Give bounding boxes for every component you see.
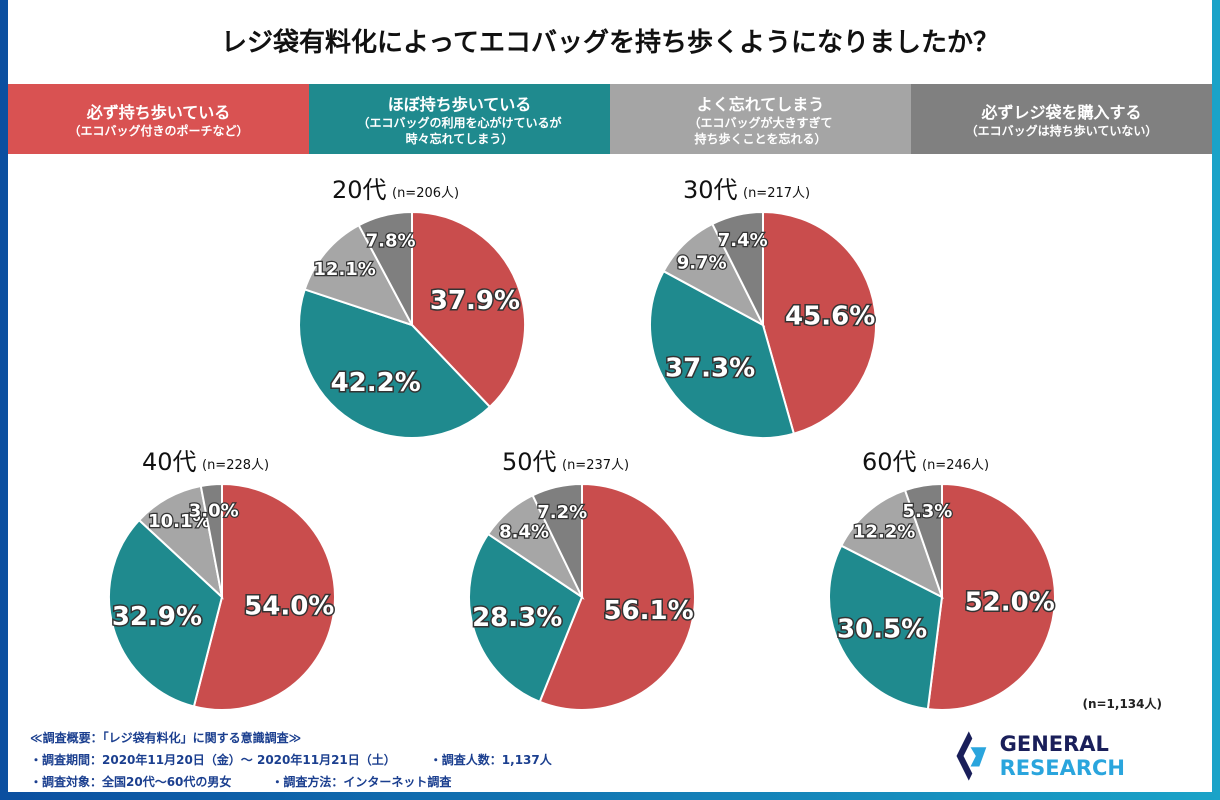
pie-3: 56.1% 28.3% 8.4%7.2% 50代 (n=237人) xyxy=(468,448,696,711)
data-label: 12.1% xyxy=(313,259,375,280)
pie-title: 60代 xyxy=(862,448,917,476)
pie-slice xyxy=(298,288,492,439)
pie-1: 45.6% 37.3% 9.7%7.4% 30代 (n=217人) xyxy=(649,176,877,439)
legend-sub: （エコバッグ付きのポーチなど） xyxy=(68,124,249,138)
legend-item-buy-bag: 必ずレジ袋を購入する （エコバッグは持ち歩いていない） xyxy=(911,84,1212,154)
survey-method: ・調査方法：インターネット調査 xyxy=(271,775,452,789)
pie-0: 37.9% 42.2% 12.1% 7.8% 20代 (n=206人) xyxy=(298,176,526,439)
pie-slice xyxy=(303,223,415,327)
pie-slice xyxy=(903,482,943,598)
data-label: 30.5% xyxy=(837,615,927,645)
legend-item-mostly: ほぼ持ち歩いている （エコバッグの利用を心がけているが 時々忘れてしまう） xyxy=(309,84,610,154)
data-label: 7.4% xyxy=(718,230,768,251)
pie-title: 30代 xyxy=(683,176,738,204)
data-label: 42.2% xyxy=(331,368,421,398)
pie-slice xyxy=(828,544,944,711)
logo-word-research: RESEARCH xyxy=(999,756,1126,780)
legend-label: ほぼ持ち歩いている xyxy=(387,95,532,114)
data-label: 5.3% xyxy=(902,501,952,522)
pie-slice xyxy=(839,488,944,600)
pie-slice xyxy=(199,482,223,598)
legend-sub: 時々忘れてしまう） xyxy=(405,132,514,146)
pie-sample-size: (n=237人) xyxy=(562,458,629,473)
legend: 必ず持ち歩いている （エコバッグ付きのポーチなど） ほぼ持ち歩いている （エコバッグ… xyxy=(8,84,1212,154)
infographic: レジ袋有料化によってエコバッグを持ち歩くようになりましたか？ 必ず持ち歩いている… xyxy=(8,0,1212,792)
data-label: 37.9% xyxy=(430,286,520,316)
pie-slice xyxy=(411,210,526,409)
legend-sub: （エコバッグが大きすぎて xyxy=(688,116,833,130)
survey-count: ・調査人数：1,137人 xyxy=(429,753,552,767)
pie-slice xyxy=(137,484,224,600)
legend-sub: （エコバッグの利用を心がけているが xyxy=(357,116,562,130)
data-label: 54.0% xyxy=(244,591,334,621)
legend-label: 必ずレジ袋を購入する xyxy=(981,103,1142,122)
data-label: 7.2% xyxy=(537,502,587,523)
data-label: 28.3% xyxy=(472,603,562,633)
logo-word-general: GENERAL xyxy=(999,732,1109,756)
pie-slice xyxy=(538,482,696,711)
data-label: 37.3% xyxy=(665,353,755,383)
data-label: 7.8% xyxy=(366,230,416,251)
pie-2: 54.0% 32.9% 10.1%3.0% 40代 (n=228人) xyxy=(108,448,336,711)
summary-heading: ≪調査概要：「レジ袋有料化」に関する意識調査≫ xyxy=(30,731,302,745)
data-label: 8.4% xyxy=(499,522,549,543)
pie-slice xyxy=(649,269,796,439)
data-label: 10.1% xyxy=(148,511,210,532)
pie-slice xyxy=(357,210,413,326)
pie-slice xyxy=(468,532,584,704)
survey-period: ・調査期間：2020年11月20日（金）～ 2020年11月21日（土） xyxy=(30,753,390,767)
pie-slice xyxy=(762,210,877,435)
data-label: 9.7% xyxy=(677,253,727,274)
data-label: 52.0% xyxy=(965,587,1055,617)
legend-label: よく忘れてしまう xyxy=(696,95,825,114)
pie-slice xyxy=(531,482,583,598)
survey-target: ・調査対象：全国20代～60代の男女 xyxy=(30,775,232,789)
data-label: 32.9% xyxy=(112,602,202,632)
logo-mark-icon xyxy=(956,731,987,781)
pie-title: 20代 xyxy=(332,176,387,204)
data-label: 45.6% xyxy=(785,302,875,332)
pie-charts: 37.9% 42.2% 12.1% 7.8% 20代 (n=206人) 45.6% 37.3%… xyxy=(108,176,1056,711)
pie-slice xyxy=(926,482,1056,711)
legend-sub: （エコバッグは持ち歩いていない） xyxy=(965,124,1158,138)
pie-4: 52.0% 30.5% 12.2%5.3% 60代 (n=246人) xyxy=(828,448,1056,711)
pie-sample-size: (n=217人) xyxy=(743,186,810,201)
page-title: レジ袋有料化によってエコバッグを持ち歩くようになりましたか？ xyxy=(221,28,999,58)
data-label: 3.0% xyxy=(189,500,239,521)
pie-sample-size: (n=206人) xyxy=(392,186,459,201)
survey-summary: ≪調査概要：「レジ袋有料化」に関する意識調査≫ ・調査期間：2020年11月20… xyxy=(30,727,592,793)
pie-sample-size: (n=228人) xyxy=(202,458,269,473)
legend-sub: 持ち歩くことを忘れる） xyxy=(694,132,827,146)
pie-slice xyxy=(710,210,764,326)
pie-title: 40代 xyxy=(142,448,197,476)
data-label: 12.2% xyxy=(853,522,915,543)
pie-slice xyxy=(108,518,224,708)
logo: GENERAL RESEARCH xyxy=(953,728,1212,784)
legend-item-often-forget: よく忘れてしまう （エコバッグが大きすぎて 持ち歩くことを忘れる） xyxy=(610,84,911,154)
total-sample: (n=1,134人) xyxy=(1082,697,1162,711)
data-label: 56.1% xyxy=(603,596,693,626)
pie-sample-size: (n=246人) xyxy=(922,458,989,473)
legend-item-always: 必ず持ち歩いている （エコバッグ付きのポーチなど） xyxy=(8,84,309,154)
pie-title: 50代 xyxy=(502,448,557,476)
pie-slice xyxy=(192,482,336,711)
legend-label: 必ず持ち歩いている xyxy=(86,103,231,122)
